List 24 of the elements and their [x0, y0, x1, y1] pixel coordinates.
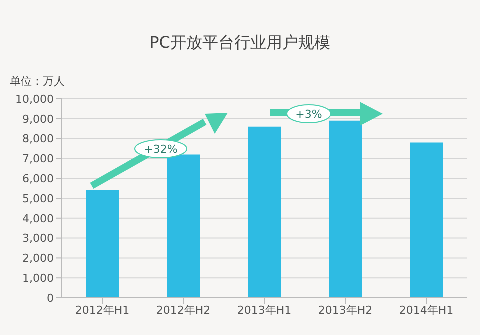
y-tick-label: 9,000: [22, 112, 54, 126]
y-tick-label: 8,000: [22, 132, 54, 146]
chart-title: PC开放平台行业用户规模: [148, 33, 332, 54]
bar: [329, 120, 362, 298]
annotation: +32%: [144, 143, 178, 156]
y-tick-label: 5,000: [22, 192, 54, 206]
y-tick-label: 6,000: [22, 172, 54, 186]
y-tick-label: 3,000: [22, 232, 54, 246]
bar: [248, 126, 281, 298]
y-tick-label: 10,000: [16, 92, 54, 106]
annotation: +3%: [296, 108, 322, 121]
y-tick-label: 0: [47, 292, 54, 305]
x-tick-label: 2012年H1: [75, 304, 130, 317]
y-tick-label: 4,000: [22, 212, 54, 226]
x-tick-label: 2012年H2: [156, 304, 211, 317]
y-tick-label: 2,000: [22, 252, 54, 266]
x-tick-label: 2014年H1: [399, 304, 454, 317]
x-tick-label: 2013年H2: [318, 304, 373, 317]
y-tick-label: 7,000: [22, 152, 54, 166]
x-tick-label: 2013年H1: [237, 304, 292, 317]
y-axis-title: 单位：万人: [10, 74, 65, 89]
y-tick-label: 1,000: [22, 272, 54, 286]
bar: [410, 142, 443, 298]
bar: [86, 190, 119, 298]
